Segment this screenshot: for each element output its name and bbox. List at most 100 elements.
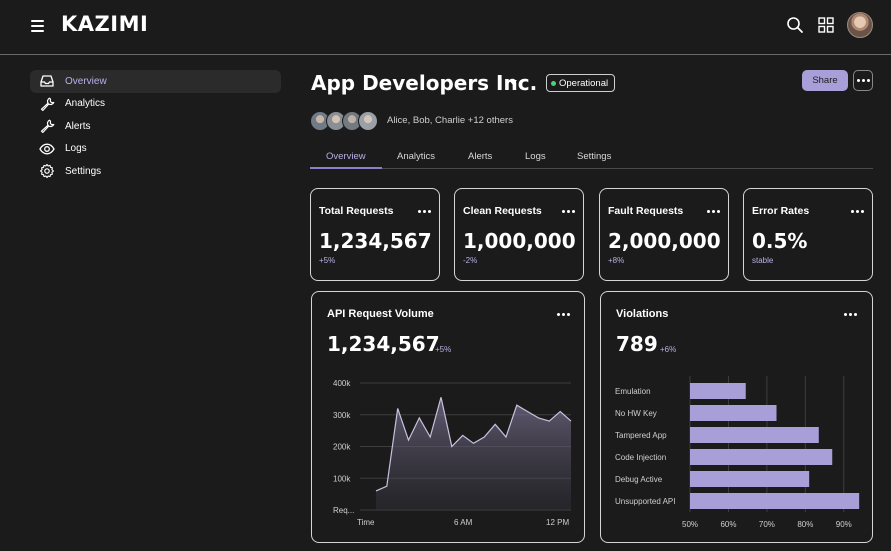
x-tick-label: 60% <box>720 520 736 529</box>
more-icon[interactable] <box>416 206 432 216</box>
bar <box>690 383 746 399</box>
card-title: API Request Volume <box>327 308 434 320</box>
active-tab-indicator <box>310 167 382 169</box>
card-value: 1,234,567 <box>327 332 440 356</box>
sidebar-item-label: Analytics <box>65 98 106 110</box>
share-button[interactable]: Share <box>802 70 848 91</box>
api-volume-chart: 400k 300k 200k 100k Req...Time 6 AM 12 PM <box>333 379 572 527</box>
grid-icon[interactable] <box>817 16 835 34</box>
x-tick-label: 12 PM <box>546 518 569 527</box>
stat-delta: stable <box>752 256 774 265</box>
y-category-label: Code Injection <box>615 453 666 462</box>
series-area <box>376 397 571 510</box>
member-avatars[interactable] <box>310 111 390 131</box>
more-options-button[interactable] <box>853 70 873 91</box>
bar <box>690 427 819 443</box>
sidebar-item-label: Settings <box>65 165 102 177</box>
inbox-icon <box>40 75 54 87</box>
stat-card-error-rates: Error Rates 0.5% stable <box>743 188 873 281</box>
stat-value: 1,234,567 <box>319 229 432 253</box>
sidebar-item-logs[interactable]: Logs <box>30 138 281 161</box>
page-title: App Developers Inc. <box>311 71 538 95</box>
stat-card-clean-requests: Clean Requests 1,000,000 -2% <box>454 188 584 281</box>
violations-card: Violations 789 +6% 50% 60% 70% 80% 90% Emulat… <box>600 291 873 543</box>
stat-label: Clean Requests <box>463 205 542 217</box>
y-category-label: Unsupported API <box>615 497 675 506</box>
sidebar-item-overview[interactable]: Overview <box>30 70 281 93</box>
wrench-icon <box>40 119 55 134</box>
menu-icon[interactable] <box>30 17 46 33</box>
stat-card-total-requests: Total Requests 1,234,567 +5% <box>310 188 440 281</box>
more-icon[interactable] <box>842 309 858 319</box>
stat-value: 1,000,000 <box>463 229 576 253</box>
more-icon[interactable] <box>849 206 865 216</box>
card-value: 789 <box>616 332 658 356</box>
x-tick-label: 50% <box>682 520 698 529</box>
status-text: Operational <box>559 77 609 89</box>
stat-delta: -2% <box>463 256 478 265</box>
status-badge: Operational <box>546 74 616 92</box>
tab-bar: Overview Analytics Alerts Logs Settings <box>310 147 873 169</box>
tab-analytics[interactable]: Analytics <box>397 151 436 162</box>
stat-label: Fault Requests <box>608 205 684 217</box>
brand-logo[interactable]: KAZIMI <box>61 12 149 36</box>
more-icon[interactable] <box>705 206 721 216</box>
y-category-label: Debug Active <box>615 475 663 484</box>
tab-logs[interactable]: Logs <box>525 151 546 162</box>
stat-delta: +8% <box>608 256 625 265</box>
y-category-label: Emulation <box>615 387 651 396</box>
x-tick-label: 70% <box>759 520 775 529</box>
sidebar-item-label: Overview <box>65 75 107 87</box>
chevron-down-icon[interactable] <box>508 77 518 87</box>
members-text: Alice, Bob, Charlie +12 others <box>387 115 513 126</box>
y-tick-label: Req... <box>333 506 354 515</box>
bar <box>690 449 833 465</box>
sidebar-item-analytics[interactable]: Analytics <box>30 93 281 116</box>
x-tick-label: 80% <box>797 520 813 529</box>
x-tick-label: 90% <box>836 520 852 529</box>
stat-label: Total Requests <box>319 205 394 217</box>
stat-card-fault-requests: Fault Requests 2,000,000 +8% <box>599 188 729 281</box>
main-content: App Developers Inc. Operational Share Al… <box>310 55 873 551</box>
stat-value: 0.5% <box>752 229 808 253</box>
card-delta: +6% <box>660 345 677 354</box>
x-tick-label: 6 AM <box>454 518 473 527</box>
more-icon <box>856 79 870 82</box>
user-avatar[interactable] <box>847 12 873 38</box>
eye-icon <box>39 143 55 154</box>
y-tick-label: 200k <box>333 443 351 452</box>
card-title: Violations <box>616 308 669 320</box>
bar <box>690 405 777 421</box>
card-delta: +5% <box>435 345 452 354</box>
series-line <box>375 397 572 492</box>
search-icon[interactable] <box>786 16 804 34</box>
wrench-icon <box>40 97 55 111</box>
y-tick-label: 100k <box>333 474 351 483</box>
tab-overview[interactable]: Overview <box>326 151 366 162</box>
sidebar: Overview Analytics Alerts Logs Settings <box>30 70 281 183</box>
sidebar-item-settings[interactable]: Settings <box>30 160 281 183</box>
sidebar-item-label: Alerts <box>65 120 91 132</box>
bar <box>690 471 810 487</box>
stat-delta: +5% <box>319 256 336 265</box>
y-category-label: Tampered App <box>615 431 667 440</box>
status-dot-icon <box>551 81 556 86</box>
api-request-volume-card: API Request Volume 1,234,567 +5% 400k 300… <box>311 291 585 543</box>
avatar <box>358 111 378 131</box>
stat-label: Error Rates <box>752 205 810 217</box>
more-icon[interactable] <box>560 206 576 216</box>
tab-alerts[interactable]: Alerts <box>468 151 493 162</box>
y-tick-label: 400k <box>333 379 351 388</box>
bar <box>690 493 860 509</box>
y-tick-label: 300k <box>333 411 351 420</box>
x-tick-label: Time <box>357 518 375 527</box>
gear-icon <box>39 163 55 179</box>
stat-value: 2,000,000 <box>608 229 721 253</box>
violations-chart: 50% 60% 70% 80% 90% Emulation No HW Key Tampere… <box>615 376 860 529</box>
tab-settings[interactable]: Settings <box>577 151 612 162</box>
more-icon[interactable] <box>555 309 571 319</box>
top-bar: KAZIMI <box>0 0 891 55</box>
y-category-label: No HW Key <box>615 409 657 418</box>
sidebar-item-alerts[interactable]: Alerts <box>30 115 281 138</box>
sidebar-item-label: Logs <box>65 143 87 155</box>
